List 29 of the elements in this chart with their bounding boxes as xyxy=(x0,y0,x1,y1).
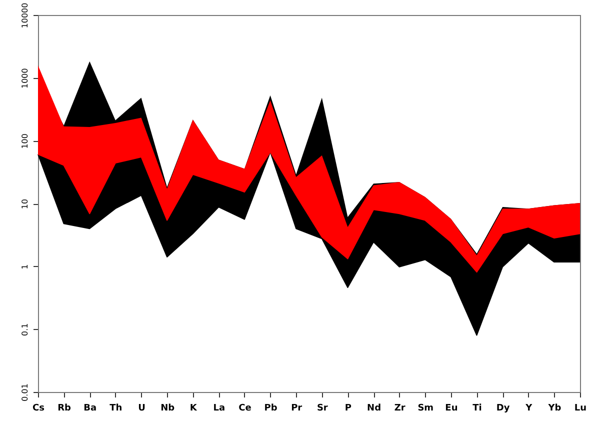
x-tick-label: Pb xyxy=(264,404,278,414)
x-tick-label: Nb xyxy=(160,404,176,414)
x-tick-label: Cs xyxy=(32,404,44,414)
y-tick-label: 0.1 xyxy=(20,323,30,336)
x-tick-label: Zr xyxy=(394,404,406,414)
x-tick-label: Sr xyxy=(316,404,328,414)
x-tick-label: U xyxy=(138,404,146,414)
x-tick-label: Nd xyxy=(367,404,382,414)
x-tick-label: Y xyxy=(524,404,533,414)
y-tick-label: 10 xyxy=(20,198,30,210)
y-tick-label: 10000 xyxy=(20,2,30,28)
x-tick-label: Sm xyxy=(418,404,434,414)
x-tick-label: Pr xyxy=(291,404,303,414)
x-tick-label: La xyxy=(213,404,226,414)
y-tick-label: 100 xyxy=(20,134,30,149)
x-tick-label: Ce xyxy=(238,404,252,414)
x-tick-label: Rb xyxy=(58,404,72,414)
x-tick-label: Ti xyxy=(472,404,482,414)
y-tick-label: 0.01 xyxy=(20,384,30,402)
x-tick-label: Ba xyxy=(84,404,97,414)
x-tick-label: Dy xyxy=(496,404,510,414)
x-tick-label: K xyxy=(190,404,198,414)
x-tick-label: Eu xyxy=(445,404,458,414)
x-tick-label: P xyxy=(344,404,352,414)
x-tick-label: Yb xyxy=(547,404,562,414)
y-tick-label: 1000 xyxy=(20,68,30,89)
x-tick-label: Lu xyxy=(574,404,587,414)
x-tick-label: Th xyxy=(110,404,122,414)
y-tick-label: 1 xyxy=(20,264,30,270)
